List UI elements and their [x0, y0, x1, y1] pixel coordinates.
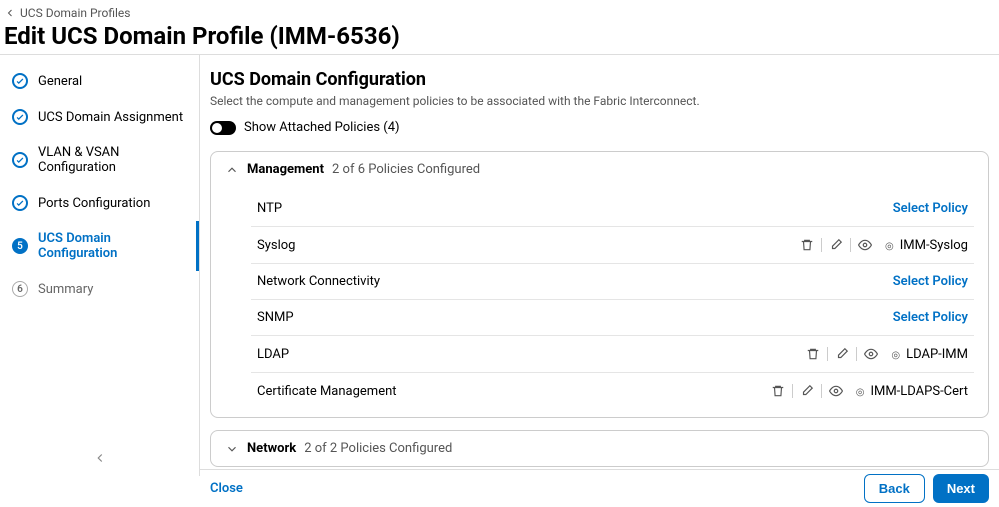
select-policy-link[interactable]: Select Policy — [893, 310, 968, 325]
eye-icon[interactable] — [828, 383, 844, 399]
network-section: Network 2 of 2 Policies Configured — [210, 430, 989, 467]
step-number-icon: 6 — [12, 281, 28, 297]
page-title: Edit UCS Domain Profile (IMM-6536) — [4, 22, 989, 50]
step-label: Ports Configuration — [38, 196, 150, 211]
back-button[interactable]: Back — [864, 474, 925, 503]
select-policy-link[interactable]: Select Policy — [893, 274, 968, 289]
next-button[interactable]: Next — [933, 474, 989, 503]
check-icon — [12, 73, 28, 89]
check-icon — [12, 195, 28, 211]
edit-icon[interactable] — [828, 237, 844, 253]
network-section-header[interactable]: Network 2 of 2 Policies Configured — [211, 431, 988, 466]
step-label: General — [38, 74, 82, 89]
footer-bar: Close Back Next — [200, 469, 999, 507]
step-label: VLAN & VSAN Configuration — [38, 145, 187, 175]
policy-label: SNMP — [257, 310, 294, 325]
delete-icon[interactable] — [770, 383, 786, 399]
policy-row-network-connectivity: Network Connectivity Select Policy — [251, 264, 974, 300]
delete-icon[interactable] — [799, 237, 815, 253]
step-general[interactable]: General — [0, 63, 199, 99]
close-link[interactable]: Close — [210, 481, 243, 496]
section-meta: 2 of 6 Policies Configured — [332, 162, 480, 177]
step-domain-assignment[interactable]: UCS Domain Assignment — [0, 99, 199, 135]
section-name: Management — [247, 162, 324, 177]
policy-label: Certificate Management — [257, 384, 397, 399]
edit-icon[interactable] — [834, 346, 850, 362]
policy-label: Network Connectivity — [257, 274, 380, 289]
chevron-left-icon — [93, 451, 107, 465]
chevron-down-icon — [225, 442, 239, 456]
policy-label: Syslog — [257, 238, 295, 253]
policy-status-icon — [856, 384, 865, 399]
check-icon — [12, 152, 28, 168]
policy-status-icon — [891, 347, 900, 362]
step-ucs-domain-config[interactable]: 5 UCS Domain Configuration — [0, 221, 199, 271]
toggle-label: Show Attached Policies (4) — [244, 120, 400, 135]
content-area: UCS Domain Configuration Select the comp… — [200, 55, 999, 476]
step-ports-config[interactable]: Ports Configuration — [0, 185, 199, 221]
content-subtitle: Select the compute and management polici… — [210, 94, 989, 108]
chevron-up-icon — [225, 163, 239, 177]
management-section-header[interactable]: Management 2 of 6 Policies Configured — [211, 152, 988, 187]
step-vlan-vsan[interactable]: VLAN & VSAN Configuration — [0, 135, 199, 185]
policy-status-icon — [885, 238, 894, 253]
wizard-sidebar: General UCS Domain Assignment VLAN & VSA… — [0, 55, 200, 476]
step-label: UCS Domain Assignment — [38, 110, 183, 125]
policy-row-snmp: SNMP Select Policy — [251, 300, 974, 336]
step-number-icon: 5 — [12, 238, 28, 254]
content-title: UCS Domain Configuration — [210, 69, 989, 90]
policy-row-ntp: NTP Select Policy — [251, 191, 974, 227]
select-policy-link[interactable]: Select Policy — [893, 201, 968, 216]
step-label: UCS Domain Configuration — [38, 231, 187, 261]
policy-label: NTP — [257, 201, 282, 216]
policy-row-syslog: Syslog IMM-Syslog — [251, 227, 974, 264]
step-summary[interactable]: 6 Summary — [0, 271, 199, 307]
step-label: Summary — [38, 282, 93, 297]
breadcrumb-text: UCS Domain Profiles — [20, 6, 130, 20]
management-section: Management 2 of 6 Policies Configured NT… — [210, 151, 989, 418]
delete-icon[interactable] — [805, 346, 821, 362]
assigned-policy-name: LDAP-IMM — [891, 347, 968, 362]
policy-row-ldap: LDAP LDAP-IMM — [251, 336, 974, 373]
assigned-policy-name: IMM-Syslog — [885, 238, 968, 253]
policy-row-cert-mgmt: Certificate Management IMM-LDAPS-Cert — [251, 373, 974, 409]
section-name: Network — [247, 441, 296, 456]
policy-label: LDAP — [257, 347, 289, 362]
eye-icon[interactable] — [863, 346, 879, 362]
show-attached-toggle[interactable] — [210, 121, 236, 135]
section-meta: 2 of 2 Policies Configured — [304, 441, 452, 456]
back-arrow-icon — [4, 7, 16, 19]
check-icon — [12, 109, 28, 125]
breadcrumb[interactable]: UCS Domain Profiles — [4, 6, 989, 20]
collapse-sidebar-button[interactable] — [90, 448, 110, 468]
edit-icon[interactable] — [799, 383, 815, 399]
assigned-policy-name: IMM-LDAPS-Cert — [856, 384, 968, 399]
eye-icon[interactable] — [857, 237, 873, 253]
